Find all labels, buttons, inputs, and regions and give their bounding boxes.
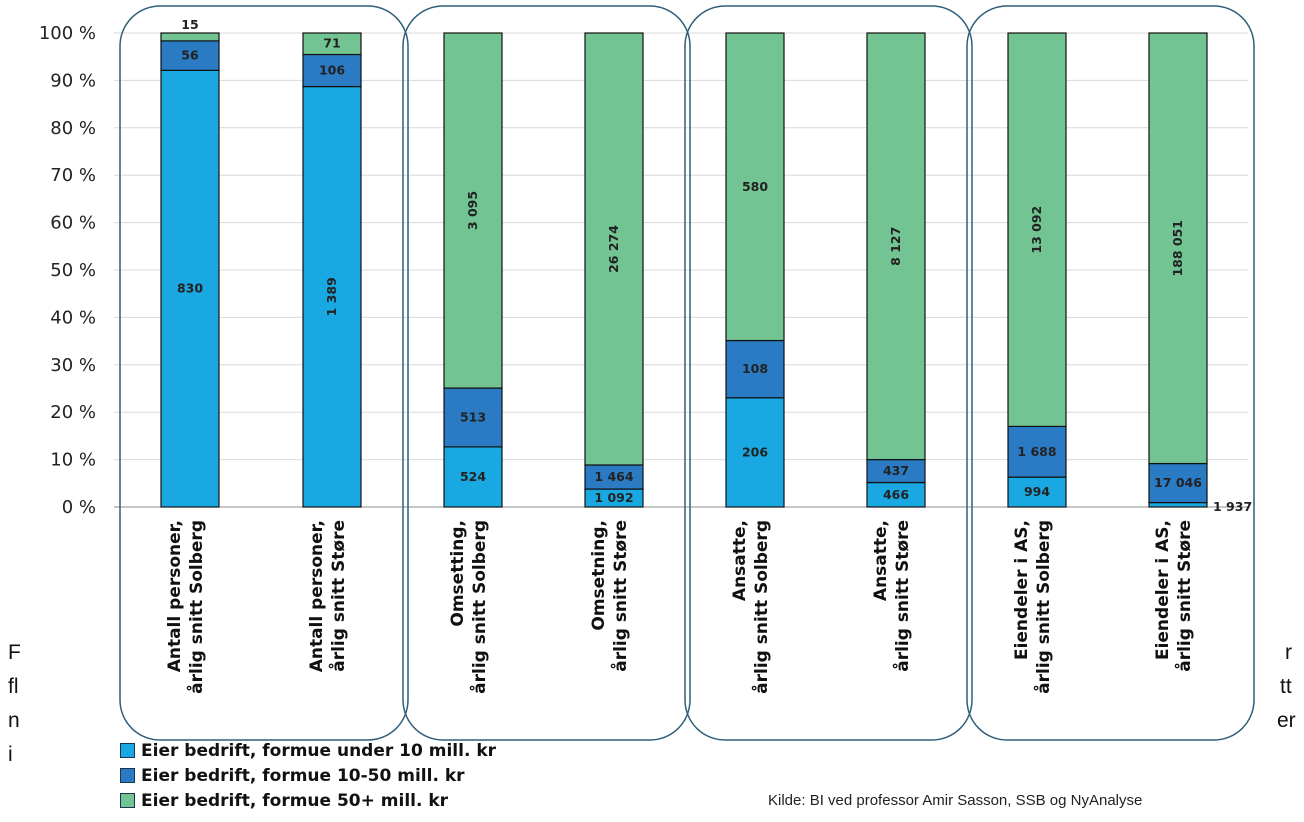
y-tick-label: 100 % [39,23,96,44]
bar-segment-under10 [1148,501,1208,508]
group-panel [966,5,1255,741]
background-text-right-2: tt [1280,675,1292,698]
group-panels [119,5,1255,741]
source-note: Kilde: BI ved professor Amir Sasson, SSB… [768,792,1143,809]
category-label: årlig snitt Støre [609,520,631,672]
y-tick-label: 60 % [50,213,96,234]
legend-label-under10: Eier bedrift, formue under 10 mill. kr [141,740,497,761]
data-label-over50: 71 [323,36,340,51]
category-labels: Antall personer, årlig snitt Solberg Antal… [165,520,1195,694]
category-label: Omsetning, [589,520,609,631]
bar-segment-over50 [1148,32,1208,465]
data-label-mid: 17 046 [1154,475,1202,490]
category-label: årlig snitt Solberg [468,520,490,694]
data-label-under10: 1 937 [1213,499,1252,514]
data-label-mid: 56 [181,48,199,63]
legend-item-over50: Eier bedrift, formue 50+ mill. kr [120,788,496,813]
y-tick-label: 70 % [50,165,96,186]
bar-segment-over50 [443,32,503,389]
gridlines [114,32,1248,508]
y-tick-label: 10 % [50,450,96,471]
data-label-mid: 437 [883,463,909,478]
y-axis: 0 % 10 % 20 % 30 % 40 % 50 % 60 % 70 % 80 % 90 % 1… [39,23,96,518]
background-text-left-2: fl [8,675,19,698]
y-tick-label: 30 % [50,355,96,376]
legend-item-under10: Eier bedrift, formue under 10 mill. kr [120,738,496,763]
category-label: Antall personer, [307,520,327,672]
legend-label-mid: Eier bedrift, formue 10-50 mill. kr [141,765,465,786]
data-label-over50: 15 [181,17,198,32]
category-label: Eiendeler i AS, [1153,520,1173,660]
category-label: Ansatte, [871,520,891,601]
y-tick-label: 0 % [62,497,96,518]
data-label-under10: 206 [742,444,768,459]
data-label-under10: 466 [883,487,909,502]
bar-segment-under10 [160,69,220,508]
y-tick-label: 40 % [50,307,96,328]
bars [160,32,1208,508]
bar-segment-under10 [725,397,785,508]
category-label: årlig snitt Solberg [185,520,207,694]
category-label: Ansatte, [730,520,750,601]
bar-segment-under10 [443,446,503,508]
category-label: Antall personer, [165,520,185,672]
data-label-under10: 524 [460,469,486,484]
background-text-right-3: er [1277,709,1296,732]
legend-item-mid: Eier bedrift, formue 10-50 mill. kr [120,763,496,788]
data-label-over50: 580 [742,179,768,194]
category-label: Eiendeler i AS, [1012,520,1032,660]
category-label: årlig snitt Solberg [1032,520,1054,694]
bar-segment-over50 [1007,32,1067,428]
background-text-left-4: i [8,743,13,766]
bar-segment-over50 [725,32,785,342]
category-label: årlig snitt Solberg [750,520,772,694]
category-label: Omsetting, [448,520,468,627]
bar-segment-over50 [584,32,644,466]
legend-label-over50: Eier bedrift, formue 50+ mill. kr [141,790,449,811]
bar-segment-over50 [302,32,362,56]
group-panel [119,5,409,741]
data-label-under10: 1 092 [594,490,633,505]
legend-swatch-over50 [120,793,135,808]
bar-segment-under10 [866,481,926,508]
data-label-over50: 13 092 [1029,206,1044,254]
y-tick-label: 50 % [50,260,96,281]
bar-segment-mid [1007,425,1067,478]
data-label-over50: 26 274 [606,225,621,273]
data-label-under10: 830 [177,281,203,296]
background-text-left-1: F [8,641,21,664]
data-label-over50: 188 051 [1170,220,1185,277]
data-label-mid: 1 688 [1017,444,1056,459]
data-label-under10: 994 [1024,484,1050,499]
data-label-mid: 106 [319,63,345,78]
category-label: årlig snitt Støre [891,520,913,672]
y-tick-label: 20 % [50,402,96,423]
bar-segment-over50 [160,32,220,42]
bar-segment-over50 [866,32,926,461]
y-tick-label: 90 % [50,70,96,91]
group-panel [684,5,973,741]
category-label: årlig snitt Støre [327,520,349,672]
background-text-right-1: r [1285,641,1292,664]
data-labels: 830 56 15 1 389 106 71 524 513 3 095 1 092 1 464 26… [177,17,1252,514]
background-text-left-3: n [8,709,20,732]
data-label-mid: 1 464 [594,469,633,484]
legend-swatch-under10 [120,743,135,758]
data-label-mid: 108 [742,361,768,376]
y-tick-label: 80 % [50,118,96,139]
group-panel [402,5,691,741]
data-label-over50: 8 127 [888,227,903,266]
bar-segment-under10 [1007,476,1067,508]
bar-segment-mid [443,387,503,448]
legend-swatch-mid [120,768,135,783]
legend: Eier bedrift, formue under 10 mill. kr E… [120,738,496,813]
bar-segment-mid [1148,462,1208,504]
data-label-mid: 513 [460,409,486,424]
data-label-over50: 3 095 [465,191,480,230]
category-label: årlig snitt Støre [1173,520,1195,672]
data-label-under10: 1 389 [324,277,339,316]
